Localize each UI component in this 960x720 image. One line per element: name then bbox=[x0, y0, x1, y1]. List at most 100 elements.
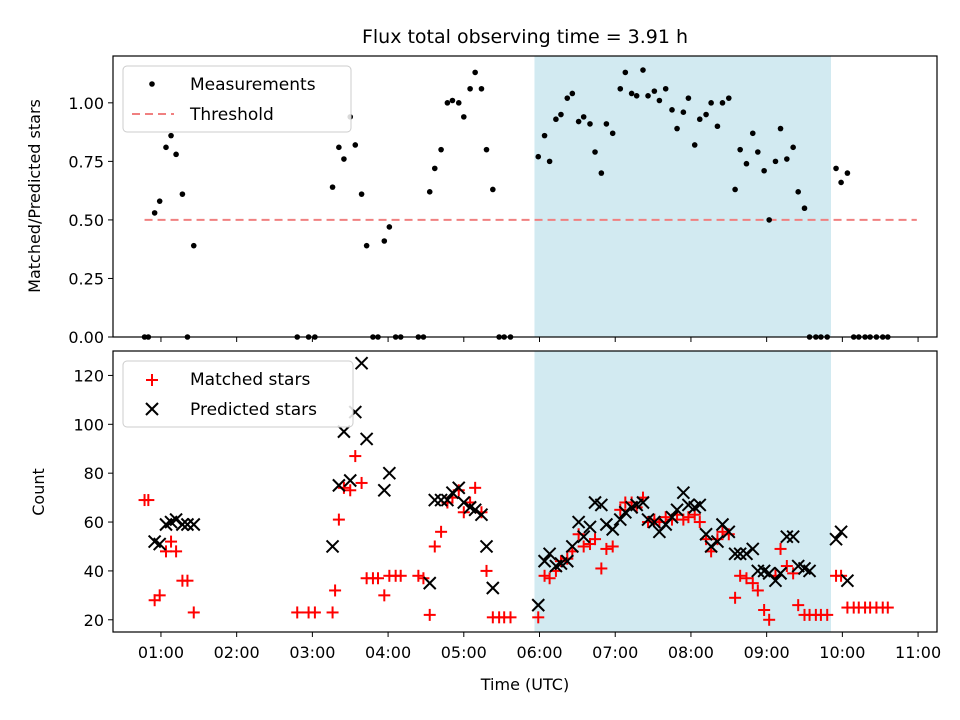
predicted-star-stroke-b bbox=[797, 561, 812, 576]
measurement-point bbox=[426, 189, 433, 195]
measurement-point bbox=[743, 160, 750, 167]
matched-star-point bbox=[394, 569, 407, 582]
predicted-star-stroke-b bbox=[147, 534, 162, 549]
matched-star-point bbox=[606, 540, 619, 553]
matched-star-point bbox=[648, 513, 661, 526]
measurement-point bbox=[381, 238, 388, 244]
measurement-point bbox=[336, 144, 342, 151]
bottom-panel: Count Time (UTC) 20 40 60 80 100 120 01:00 02:… bbox=[29, 350, 941, 694]
predicted-star-point bbox=[699, 527, 713, 541]
matched-star-point bbox=[504, 611, 517, 624]
predicted-star-stroke-b bbox=[802, 564, 817, 578]
predicted-star-point bbox=[618, 505, 633, 519]
predicted-star-point bbox=[175, 517, 190, 532]
predicted-star-stroke-b bbox=[751, 564, 765, 578]
measurement-point bbox=[617, 85, 624, 92]
matched-star-point bbox=[355, 476, 368, 489]
matched-star-point bbox=[349, 450, 362, 463]
matched-star-point bbox=[329, 584, 342, 597]
predicted-star-point bbox=[576, 529, 591, 544]
measurement-point bbox=[358, 191, 365, 197]
top-x-axis bbox=[160, 337, 919, 342]
predicted-star-point bbox=[599, 517, 614, 532]
predicted-star-point bbox=[531, 598, 545, 612]
measurement-point bbox=[598, 170, 605, 176]
measurement-point bbox=[719, 100, 726, 106]
measurement-point bbox=[168, 132, 174, 139]
bottom-ytick-label: 60 bbox=[84, 513, 104, 532]
bottom-xtick-label: 02:00 bbox=[214, 643, 260, 662]
predicted-star-point bbox=[452, 481, 466, 495]
measurement-point bbox=[431, 165, 438, 172]
bottom-xtick-label: 10:00 bbox=[819, 643, 865, 662]
bottom-xtick-label: 09:00 bbox=[744, 643, 790, 662]
measurement-point bbox=[772, 158, 779, 165]
predicted-star-stroke-b bbox=[531, 598, 545, 612]
matched-star-point bbox=[682, 511, 695, 524]
measurement-point bbox=[329, 184, 336, 190]
top-shaded-interval bbox=[534, 56, 832, 337]
top-plot-frame bbox=[112, 55, 938, 338]
matched-star-point bbox=[378, 589, 391, 602]
predicted-star-point bbox=[354, 356, 369, 370]
matched-star-point bbox=[758, 604, 771, 617]
measurement-point bbox=[761, 167, 767, 174]
predicted-star-stroke-b bbox=[440, 493, 455, 507]
matched-star-point bbox=[412, 569, 425, 582]
measurement-point bbox=[732, 186, 738, 193]
predicted-star-stroke-b bbox=[423, 576, 437, 590]
predicted-star-stroke-b bbox=[152, 537, 167, 551]
measurement-point bbox=[483, 146, 490, 153]
matched-star-point bbox=[561, 552, 574, 565]
measurement-point bbox=[656, 97, 663, 104]
matched-star-point bbox=[746, 577, 759, 590]
predicted-star-stroke-b bbox=[710, 534, 725, 549]
measurement-point bbox=[669, 107, 675, 113]
predicted-star-point bbox=[434, 493, 448, 507]
predicted-star-stroke-b bbox=[434, 493, 448, 507]
matched-star-point bbox=[159, 545, 172, 558]
measurement-point bbox=[490, 186, 496, 193]
legend-matched-label: Matched stars bbox=[190, 370, 310, 390]
measurement-point bbox=[467, 85, 473, 92]
predicted-star-point bbox=[343, 473, 357, 488]
measurement-point bbox=[691, 142, 698, 148]
predicted-star-stroke-b bbox=[428, 493, 442, 507]
predicted-star-point bbox=[169, 512, 183, 527]
predicted-star-stroke-b bbox=[359, 432, 374, 446]
predicted-star-stroke-b bbox=[757, 564, 771, 578]
matched-star-point bbox=[595, 562, 608, 575]
predicted-star-stroke-b bbox=[576, 529, 591, 544]
matched-star-point bbox=[291, 606, 304, 619]
predicted-star-point bbox=[325, 539, 340, 554]
predicted-star-stroke-b bbox=[618, 505, 633, 519]
predicted-star-stroke-b bbox=[613, 512, 627, 527]
matched-star-point bbox=[187, 606, 200, 619]
measurement-point bbox=[795, 189, 801, 195]
predicted-star-point bbox=[670, 503, 684, 517]
matched-star-point bbox=[181, 574, 194, 587]
bottom-ytick-label: 80 bbox=[84, 464, 104, 483]
legend-measurements-marker bbox=[149, 81, 155, 87]
predicted-star-point bbox=[571, 515, 586, 529]
x-axis-label: Time (UTC) bbox=[480, 675, 569, 694]
predicted-star-point bbox=[751, 564, 765, 578]
predicted-star-point bbox=[382, 466, 397, 480]
top-panel: Flux total observing time = 3.91 h Match… bbox=[25, 26, 938, 347]
predicted-star-point bbox=[337, 424, 351, 439]
matched-star-point bbox=[532, 611, 545, 624]
predicted-star-stroke-b bbox=[840, 573, 855, 588]
predicted-star-point bbox=[665, 510, 679, 524]
predicted-star-point bbox=[710, 534, 725, 549]
measurement-point bbox=[535, 153, 542, 160]
bottom-xtick-label: 01:00 bbox=[138, 643, 184, 662]
predicted-star-stroke-b bbox=[588, 495, 602, 510]
matched-star-point bbox=[480, 564, 493, 577]
measurement-point bbox=[708, 100, 714, 106]
predicted-star-stroke-b bbox=[715, 517, 730, 532]
measurement-point bbox=[546, 158, 553, 165]
predicted-star-stroke-b bbox=[647, 515, 662, 529]
measurement-point bbox=[640, 67, 646, 73]
predicted-star-stroke-b bbox=[474, 508, 489, 522]
matched-star-point bbox=[428, 540, 441, 553]
